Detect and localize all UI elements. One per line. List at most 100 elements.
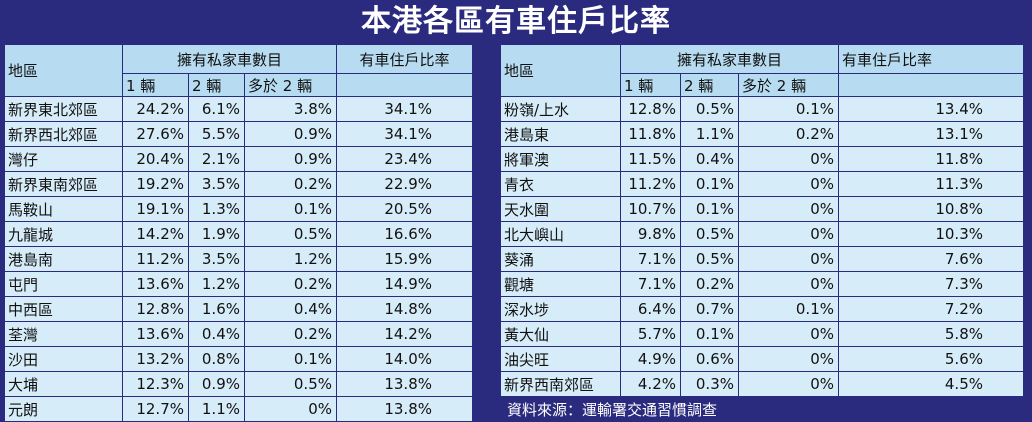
one-car-cell: 11.5% [620,146,681,172]
two-car-cell: 0.3% [680,371,739,397]
rate-cell: 11.3% [838,171,1024,197]
one-car-cell: 19.2% [122,171,189,197]
two-car-cell: 0.9% [188,371,245,397]
header-row: 地區 擁有私家車數目 有車住戶比率 [500,44,1024,97]
rate-cell: 10.8% [838,196,1024,222]
one-car-cell: 7.1% [620,271,681,297]
district-cell: 灣仔 [4,146,123,172]
source-row: 資料來源：運輸署交通習慣調查 [500,396,1024,422]
district-cell: 元朗 [4,396,123,422]
district-header: 地區 [4,44,123,97]
table-row: 粉嶺/上水 12.8% 0.5% 0.1% 13.4% [500,96,1024,122]
one-car-cell: 7.1% [620,246,681,272]
more-cars-cell: 0.5% [244,221,337,247]
subheader-row: 1 輛 2 輛 多於 2 輛 [5,73,473,97]
right-table: 地區 擁有私家車數目 有車住戶比率 1 輛 2 輛 多於 2 輛 粉嶺/上水 12… [500,44,1024,422]
sub-header-1: 1 輛 [122,73,189,97]
table-row: 葵涌 7.1% 0.5% 0% 7.6% [500,246,1024,272]
table-row: 新界東南郊區 19.2% 3.5% 0.2% 22.9% [4,171,473,197]
district-cell: 新界西北郊區 [4,121,123,147]
table-row: 深水埗 6.4% 0.7% 0.1% 7.2% [500,296,1024,322]
more-cars-cell: 1.2% [244,246,337,272]
table-row: 九龍城 14.2% 1.9% 0.5% 16.6% [4,221,473,247]
ownership-header: 擁有私家車數目 [122,44,337,74]
sub-header-3: 多於 2 輛 [244,73,337,97]
more-cars-cell: 0.2% [244,171,337,197]
two-car-cell: 0.4% [188,321,245,347]
table-row: 港島東 11.8% 1.1% 0.2% 13.1% [500,121,1024,147]
district-cell: 港島東 [500,121,621,147]
district-cell: 新界東南郊區 [4,171,123,197]
rate-cell: 34.1% [336,96,473,122]
one-car-cell: 12.8% [122,296,189,322]
one-car-cell: 13.6% [122,321,189,347]
district-cell: 將軍澳 [500,146,621,172]
more-cars-cell: 0.1% [244,346,337,372]
two-car-cell: 0.8% [188,346,245,372]
one-car-cell: 12.8% [620,96,681,122]
sub-header-2: 2 輛 [188,73,245,97]
one-car-cell: 9.8% [620,221,681,247]
two-car-cell: 0.5% [680,96,739,122]
more-cars-cell: 0% [738,371,839,397]
rate-cell: 14.9% [336,271,473,297]
two-car-cell: 1.1% [188,396,245,422]
left-table: 地區 擁有私家車數目 有車住戶比率 1 輛 2 輛 多於 2 輛 新界東北郊區 2… [4,44,473,422]
more-cars-cell: 0.1% [244,196,337,222]
more-cars-cell: 0% [244,396,337,422]
rate-cell: 14.0% [336,346,473,372]
table-row: 新界西北郊區 27.6% 5.5% 0.9% 34.1% [4,121,473,147]
more-cars-cell: 0% [738,221,839,247]
header-row: 地區 擁有私家車數目 有車住戶比率 [4,44,473,97]
rate-cell: 22.9% [336,171,473,197]
page-title: 本港各區有車住戶比率 [361,4,671,39]
two-car-cell: 1.3% [188,196,245,222]
table-row: 新界東北郊區 24.2% 6.1% 3.8% 34.1% [4,96,473,122]
table-row: 天水圍 10.7% 0.1% 0% 10.8% [500,196,1024,222]
table-row: 荃灣 13.6% 0.4% 0.2% 14.2% [4,321,473,347]
ownership-header: 擁有私家車數目 [620,44,839,74]
table-row: 灣仔 20.4% 2.1% 0.9% 23.4% [4,146,473,172]
table-row: 北大嶼山 9.8% 0.5% 0% 10.3% [500,221,1024,247]
two-car-cell: 3.5% [188,171,245,197]
two-car-cell: 0.5% [680,246,739,272]
more-cars-cell: 0% [738,146,839,172]
table-row: 新界西南郊區 4.2% 0.3% 0% 4.5% [500,371,1024,397]
rate-cell: 7.6% [838,246,1024,272]
rate-subheader-blank [838,73,1024,97]
two-car-cell: 0.1% [680,321,739,347]
rate-cell: 11.8% [838,146,1024,172]
district-cell: 新界東北郊區 [4,96,123,122]
rate-cell: 15.9% [336,246,473,272]
one-car-cell: 27.6% [122,121,189,147]
two-car-cell: 0.6% [680,346,739,372]
one-car-cell: 11.2% [620,171,681,197]
table-row: 港島南 11.2% 3.5% 1.2% 15.9% [4,246,473,272]
district-header: 地區 [500,44,621,97]
rate-cell: 16.6% [336,221,473,247]
more-cars-cell: 0% [738,346,839,372]
one-car-cell: 12.7% [122,396,189,422]
rate-cell: 14.2% [336,321,473,347]
more-cars-cell: 0.2% [244,321,337,347]
table-row: 青衣 11.2% 0.1% 0% 11.3% [500,171,1024,197]
district-cell: 中西區 [4,296,123,322]
rate-cell: 23.4% [336,146,473,172]
one-car-cell: 14.2% [122,221,189,247]
more-cars-cell: 0% [738,271,839,297]
sub-header-2: 2 輛 [680,73,739,97]
two-car-cell: 6.1% [188,96,245,122]
rate-cell: 10.3% [838,221,1024,247]
more-cars-cell: 0.1% [738,296,839,322]
table-row: 油尖旺 4.9% 0.6% 0% 5.6% [500,346,1024,372]
one-car-cell: 19.1% [122,196,189,222]
two-car-cell: 1.1% [680,121,739,147]
two-car-cell: 1.9% [188,221,245,247]
district-cell: 青衣 [500,171,621,197]
district-cell: 荃灣 [4,321,123,347]
more-cars-cell: 0.2% [244,271,337,297]
one-car-cell: 10.7% [620,196,681,222]
rate-cell: 7.2% [838,296,1024,322]
one-car-cell: 13.6% [122,271,189,297]
one-car-cell: 4.2% [620,371,681,397]
